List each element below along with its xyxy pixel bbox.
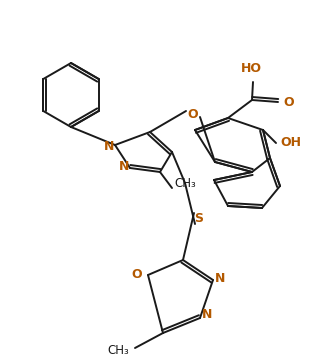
Text: N: N <box>104 140 114 153</box>
Text: S: S <box>194 212 203 224</box>
Text: OH: OH <box>280 137 301 149</box>
Text: CH₃: CH₃ <box>174 177 196 190</box>
Text: N: N <box>202 307 212 321</box>
Text: O: O <box>283 95 294 109</box>
Text: CH₃: CH₃ <box>107 344 129 355</box>
Text: O: O <box>188 108 198 120</box>
Text: N: N <box>119 160 129 174</box>
Text: O: O <box>132 268 142 282</box>
Text: HO: HO <box>240 62 262 75</box>
Text: N: N <box>215 273 225 285</box>
